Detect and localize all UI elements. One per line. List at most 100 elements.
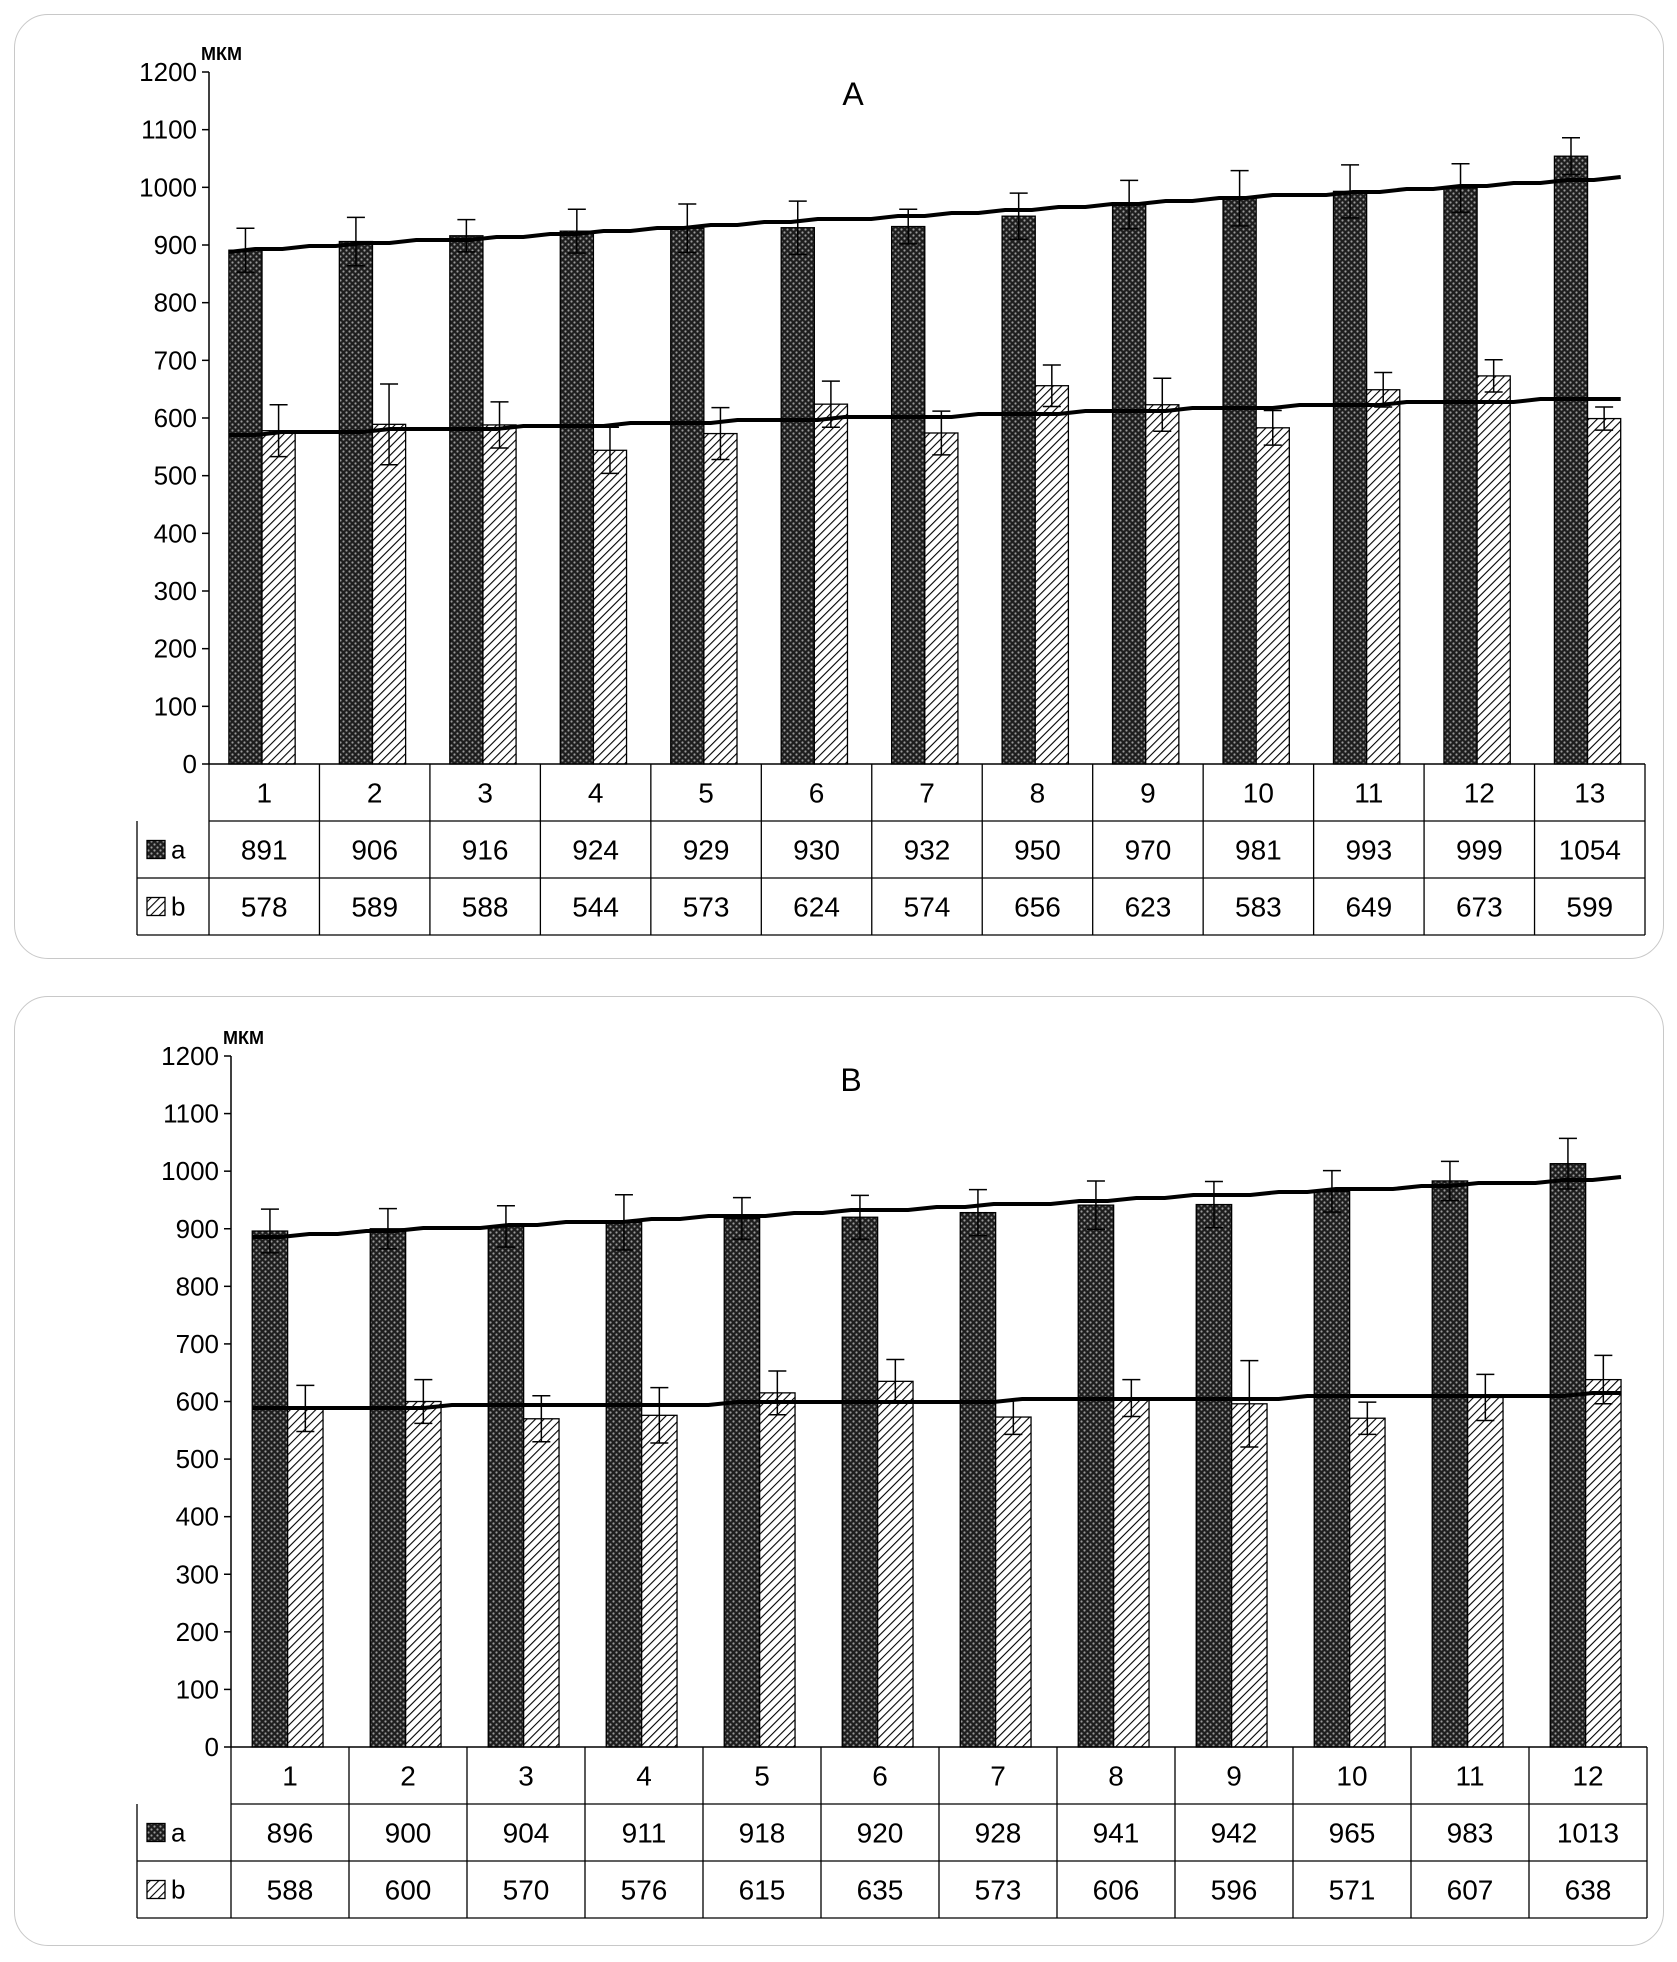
bar-a-9	[1195, 1203, 1233, 1748]
x-tick-label: 3	[518, 1761, 534, 1792]
bar-b-4	[592, 449, 628, 765]
data-value-a: 932	[904, 835, 951, 866]
error-bar-a-7	[968, 1188, 987, 1237]
bar-a-6	[841, 1216, 879, 1748]
x-tick-label: 8	[1108, 1761, 1124, 1792]
x-tick-label: 4	[636, 1761, 652, 1792]
data-value-a: 981	[1235, 835, 1282, 866]
bar-a-8	[1077, 1204, 1115, 1748]
y-tick-label: 300	[176, 1559, 219, 1589]
x-tick-label: 4	[588, 778, 604, 809]
bar-a-4	[605, 1221, 643, 1748]
bar-a-1	[251, 1230, 289, 1748]
error-bar-b-8	[1042, 364, 1061, 408]
legend-swatch-b	[146, 896, 166, 917]
data-value-b: 573	[975, 1875, 1022, 1906]
bar-a-9	[1111, 203, 1147, 765]
y-tick-label: 1200	[139, 57, 197, 87]
bar-a-5	[670, 227, 705, 765]
data-value-b: 588	[267, 1875, 314, 1906]
trend-line-b	[252, 1391, 1621, 1410]
bar-b-7	[924, 432, 959, 765]
data-value-b: 574	[904, 892, 951, 923]
bar-b-5	[703, 432, 738, 765]
chart-panel-a: 0 100 200 300 400 500 600 700 800 900 1000 1100 1200…	[14, 14, 1664, 959]
legend-label-b: b	[171, 892, 185, 922]
bar-a-2	[338, 240, 374, 765]
data-value-a: 924	[572, 835, 619, 866]
x-tick-label: 10	[1336, 1761, 1367, 1792]
data-value-b: 589	[351, 892, 398, 923]
bar-a-2	[369, 1228, 407, 1748]
y-tick-label: 0	[183, 749, 197, 779]
error-bar-a-5	[732, 1196, 751, 1240]
data-value-a: 916	[462, 835, 509, 866]
data-value-b: 576	[621, 1875, 668, 1906]
data-value-b: 673	[1456, 892, 1503, 923]
bar-b-2	[404, 1400, 442, 1748]
data-value-b: 638	[1565, 1875, 1612, 1906]
data-value-a: 965	[1329, 1818, 1376, 1849]
error-bar-a-8	[1086, 1180, 1105, 1231]
bar-b-12	[1584, 1378, 1622, 1748]
data-value-a: 1013	[1557, 1818, 1619, 1849]
bar-a-5	[723, 1217, 761, 1748]
error-bar-a-2	[378, 1207, 397, 1250]
y-tick-label: 200	[154, 634, 197, 664]
trend-line-a	[228, 175, 1621, 254]
data-value-a: 891	[241, 835, 288, 866]
bar-a-10	[1313, 1190, 1351, 1748]
error-bar-b-12	[1484, 359, 1503, 393]
legend-swatch-a	[146, 839, 166, 860]
bar-a-13	[1553, 155, 1589, 765]
x-tick-label: 5	[754, 1761, 770, 1792]
y-tick-label: 700	[154, 345, 197, 375]
bar-b-3	[522, 1418, 560, 1748]
chart-title: B	[840, 1062, 861, 1098]
bar-a-1	[228, 249, 263, 765]
bar-a-3	[487, 1225, 525, 1748]
bar-b-8	[1034, 385, 1070, 765]
x-tick-label: 9	[1140, 778, 1156, 809]
bar-a-7	[891, 225, 926, 765]
bar-a-7	[959, 1211, 997, 1748]
x-tick-label: 2	[400, 1761, 416, 1792]
x-tick-label: 5	[698, 778, 714, 809]
data-value-b: 635	[857, 1875, 904, 1906]
legend-label-a: a	[171, 1818, 186, 1848]
chart-panel-b: 0 100 200 300 400 500 600 700 800 900 1000 1100 1200…	[14, 996, 1664, 1946]
chart-title: A	[842, 76, 864, 112]
data-value-a: 942	[1211, 1818, 1258, 1849]
data-value-a: 911	[622, 1818, 667, 1849]
data-value-b: 607	[1447, 1875, 1494, 1906]
y-tick-label: 1100	[141, 115, 197, 145]
data-value-a: 993	[1345, 835, 1392, 866]
data-value-b: 624	[793, 892, 840, 923]
x-tick-label: 12	[1464, 778, 1495, 809]
chart-a: 0 100 200 300 400 500 600 700 800 900 1000 1100 1200…	[136, 44, 1646, 936]
x-tick-label: 12	[1572, 1761, 1603, 1792]
trend-line-a	[252, 1175, 1622, 1239]
data-value-a: 983	[1447, 1818, 1494, 1849]
error-bar-a-4	[567, 208, 586, 254]
y-tick-label: 0	[205, 1732, 219, 1762]
bar-a-12	[1443, 187, 1478, 765]
data-value-b: 570	[503, 1875, 550, 1906]
y-tick-label: 1100	[163, 1099, 219, 1129]
x-tick-label: 3	[477, 778, 493, 809]
chart-b: 0 100 200 300 400 500 600 700 800 900 1000 1100 1200…	[136, 1028, 1648, 1919]
data-value-a: 920	[857, 1818, 904, 1849]
bar-b-4	[640, 1414, 678, 1748]
x-tick-label: 9	[1226, 1761, 1242, 1792]
data-value-b: 599	[1566, 892, 1613, 923]
y-tick-label: 700	[176, 1329, 219, 1359]
bar-a-4	[559, 230, 595, 765]
bar-b-13	[1586, 417, 1622, 765]
x-tick-label: 2	[367, 778, 383, 809]
error-bar-b-2	[380, 383, 399, 466]
data-value-a: 930	[793, 835, 840, 866]
legend-swatch-a	[146, 1822, 166, 1843]
x-tick-label: 7	[990, 1761, 1006, 1792]
data-value-b: 623	[1125, 892, 1172, 923]
data-value-b: 573	[683, 892, 730, 923]
